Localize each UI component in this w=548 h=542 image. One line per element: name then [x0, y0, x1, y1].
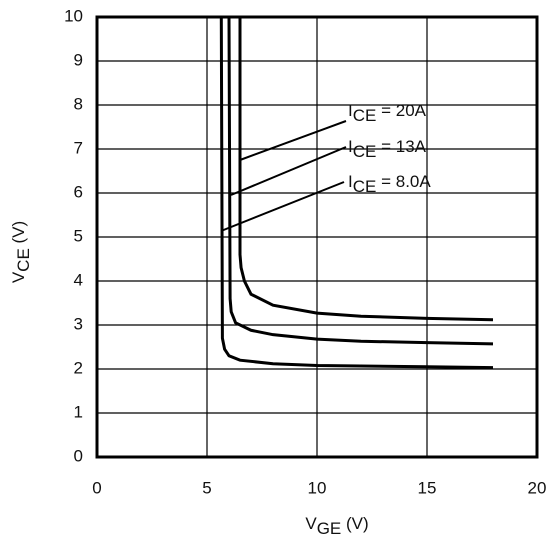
annotation-part: = 20A — [376, 101, 426, 120]
y-tick-label: 3 — [74, 314, 83, 333]
x-tick-label: 15 — [418, 478, 437, 497]
annotation-part: CE — [353, 106, 377, 125]
annotation-part: I — [348, 172, 353, 191]
y-axis-label-part: (V) — [9, 221, 28, 248]
annotation-part: I — [348, 137, 353, 156]
y-axis-label: VCE (V) — [9, 221, 33, 283]
x-axis-label-part: V — [305, 514, 317, 533]
y-axis-label-part: V — [9, 271, 28, 283]
annotation-part: I — [348, 101, 353, 120]
pointer-line — [239, 120, 347, 161]
x-tick-label: 20 — [528, 478, 547, 497]
y-tick-label: 2 — [74, 358, 83, 377]
data-line — [219, 16, 494, 370]
pointer-line — [230, 146, 347, 196]
y-tick-label: 10 — [64, 6, 83, 25]
y-tick-label: 5 — [74, 226, 83, 245]
x-tick-label: 0 — [92, 478, 101, 497]
annotation-part: CE — [353, 142, 377, 161]
y-tick-label: 4 — [74, 270, 83, 289]
y-tick-label: 0 — [74, 446, 83, 465]
plot-border — [95, 15, 539, 459]
x-tick-label: 5 — [202, 478, 211, 497]
annotation-part: = 13A — [376, 137, 426, 156]
y-tick-label: 8 — [74, 94, 83, 113]
y-tick-label: 1 — [74, 402, 83, 421]
y-axis-label-part: CE — [14, 248, 33, 272]
annotation-part: CE — [353, 177, 377, 196]
x-axis-label: VGE (V) — [305, 514, 368, 538]
x-tick-label: 10 — [308, 478, 327, 497]
y-tick-label: 9 — [74, 50, 83, 69]
x-axis-label-part: (V) — [341, 514, 368, 533]
data-line — [238, 17, 494, 322]
data-line — [227, 16, 494, 346]
x-axis-label-part: GE — [317, 519, 342, 538]
y-tick-label: 6 — [74, 182, 83, 201]
annotation: ICE = 13A — [348, 137, 427, 161]
annotation: ICE = 8.0A — [348, 172, 431, 196]
y-tick-label: 7 — [74, 138, 83, 157]
annotation-part: = 8.0A — [376, 172, 431, 191]
annotation: ICE = 20A — [348, 101, 427, 125]
